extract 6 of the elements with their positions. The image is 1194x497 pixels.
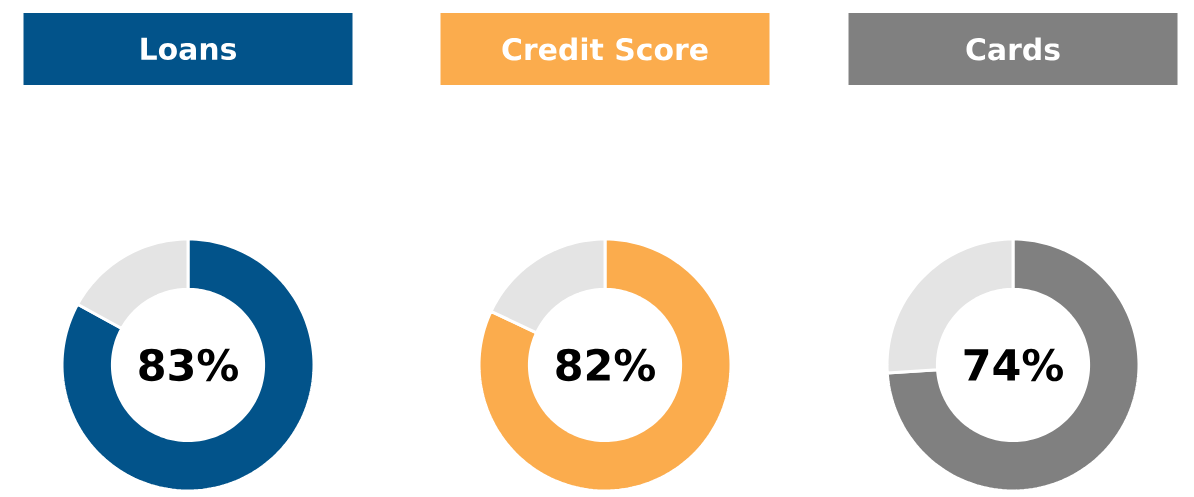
data-label: 83%	[139, 348, 238, 382]
chart-title: Loans	[141, 37, 236, 61]
data-label: 74%	[964, 348, 1063, 382]
chart-title: Credit Score	[502, 37, 708, 61]
chart-title: Cards	[966, 37, 1060, 61]
data-label: 82%	[556, 348, 655, 382]
